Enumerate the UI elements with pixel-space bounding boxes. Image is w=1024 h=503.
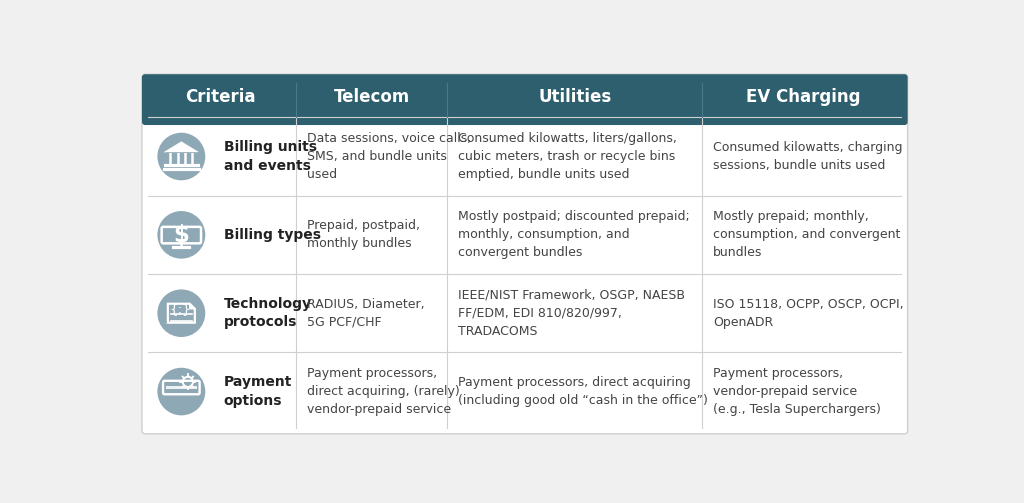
Text: Payment
options: Payment options [223, 375, 292, 408]
Text: Criteria: Criteria [185, 89, 256, 106]
Circle shape [158, 133, 205, 180]
Bar [166, 386, 197, 389]
Text: EV Charging: EV Charging [746, 89, 861, 106]
Text: $: $ [173, 224, 189, 247]
Circle shape [158, 290, 205, 337]
Text: IEEE/NIST Framework, OSGP, NAESB
FF/EDM, EDI 810/820/997,
TRADACOMS: IEEE/NIST Framework, OSGP, NAESB FF/EDM,… [459, 289, 685, 338]
Text: Consumed kilowatts, liters/gallons,
cubic meters, trash or recycle bins
emptied,: Consumed kilowatts, liters/gallons, cubi… [459, 132, 677, 181]
Text: Technology
protocols: Technology protocols [223, 297, 311, 329]
Text: Data sessions, voice calls,
SMS, and bundle units
used: Data sessions, voice calls, SMS, and bun… [307, 132, 471, 181]
Text: Billing types: Billing types [223, 228, 321, 242]
Text: Mostly prepaid; monthly,
consumption, and convergent
bundles: Mostly prepaid; monthly, consumption, an… [714, 210, 900, 260]
Text: {;}: {;} [169, 302, 191, 315]
Text: Prepaid, postpaid,
monthly bundles: Prepaid, postpaid, monthly bundles [307, 219, 420, 250]
Circle shape [158, 369, 205, 414]
Text: Billing units
and events: Billing units and events [223, 140, 316, 173]
Bar [145, 114, 904, 122]
Text: Telecom: Telecom [334, 89, 410, 106]
Text: Mostly postpaid; discounted prepaid;
monthly, consumption, and
convergent bundle: Mostly postpaid; discounted prepaid; mon… [459, 210, 690, 260]
Text: RADIUS, Diameter,
5G PCF/CHF: RADIUS, Diameter, 5G PCF/CHF [307, 298, 425, 328]
Text: Consumed kilowatts, charging
sessions, bundle units used: Consumed kilowatts, charging sessions, b… [714, 141, 903, 172]
Text: Utilities: Utilities [539, 89, 611, 106]
FancyBboxPatch shape [142, 74, 907, 434]
Text: Payment processors, direct acquiring
(including good old “cash in the office”): Payment processors, direct acquiring (in… [459, 376, 709, 407]
Polygon shape [165, 142, 198, 152]
Text: Payment processors,
vendor-prepaid service
(e.g., Tesla Superchargers): Payment processors, vendor-prepaid servi… [714, 367, 881, 416]
Text: ISO 15118, OCPP, OSCP, OCPI,
OpenADR: ISO 15118, OCPP, OSCP, OCPI, OpenADR [714, 298, 904, 328]
FancyBboxPatch shape [142, 74, 907, 125]
Circle shape [158, 212, 205, 258]
Polygon shape [189, 304, 195, 309]
Text: Payment processors,
direct acquiring, (rarely)
vendor-prepaid service: Payment processors, direct acquiring, (r… [307, 367, 460, 416]
